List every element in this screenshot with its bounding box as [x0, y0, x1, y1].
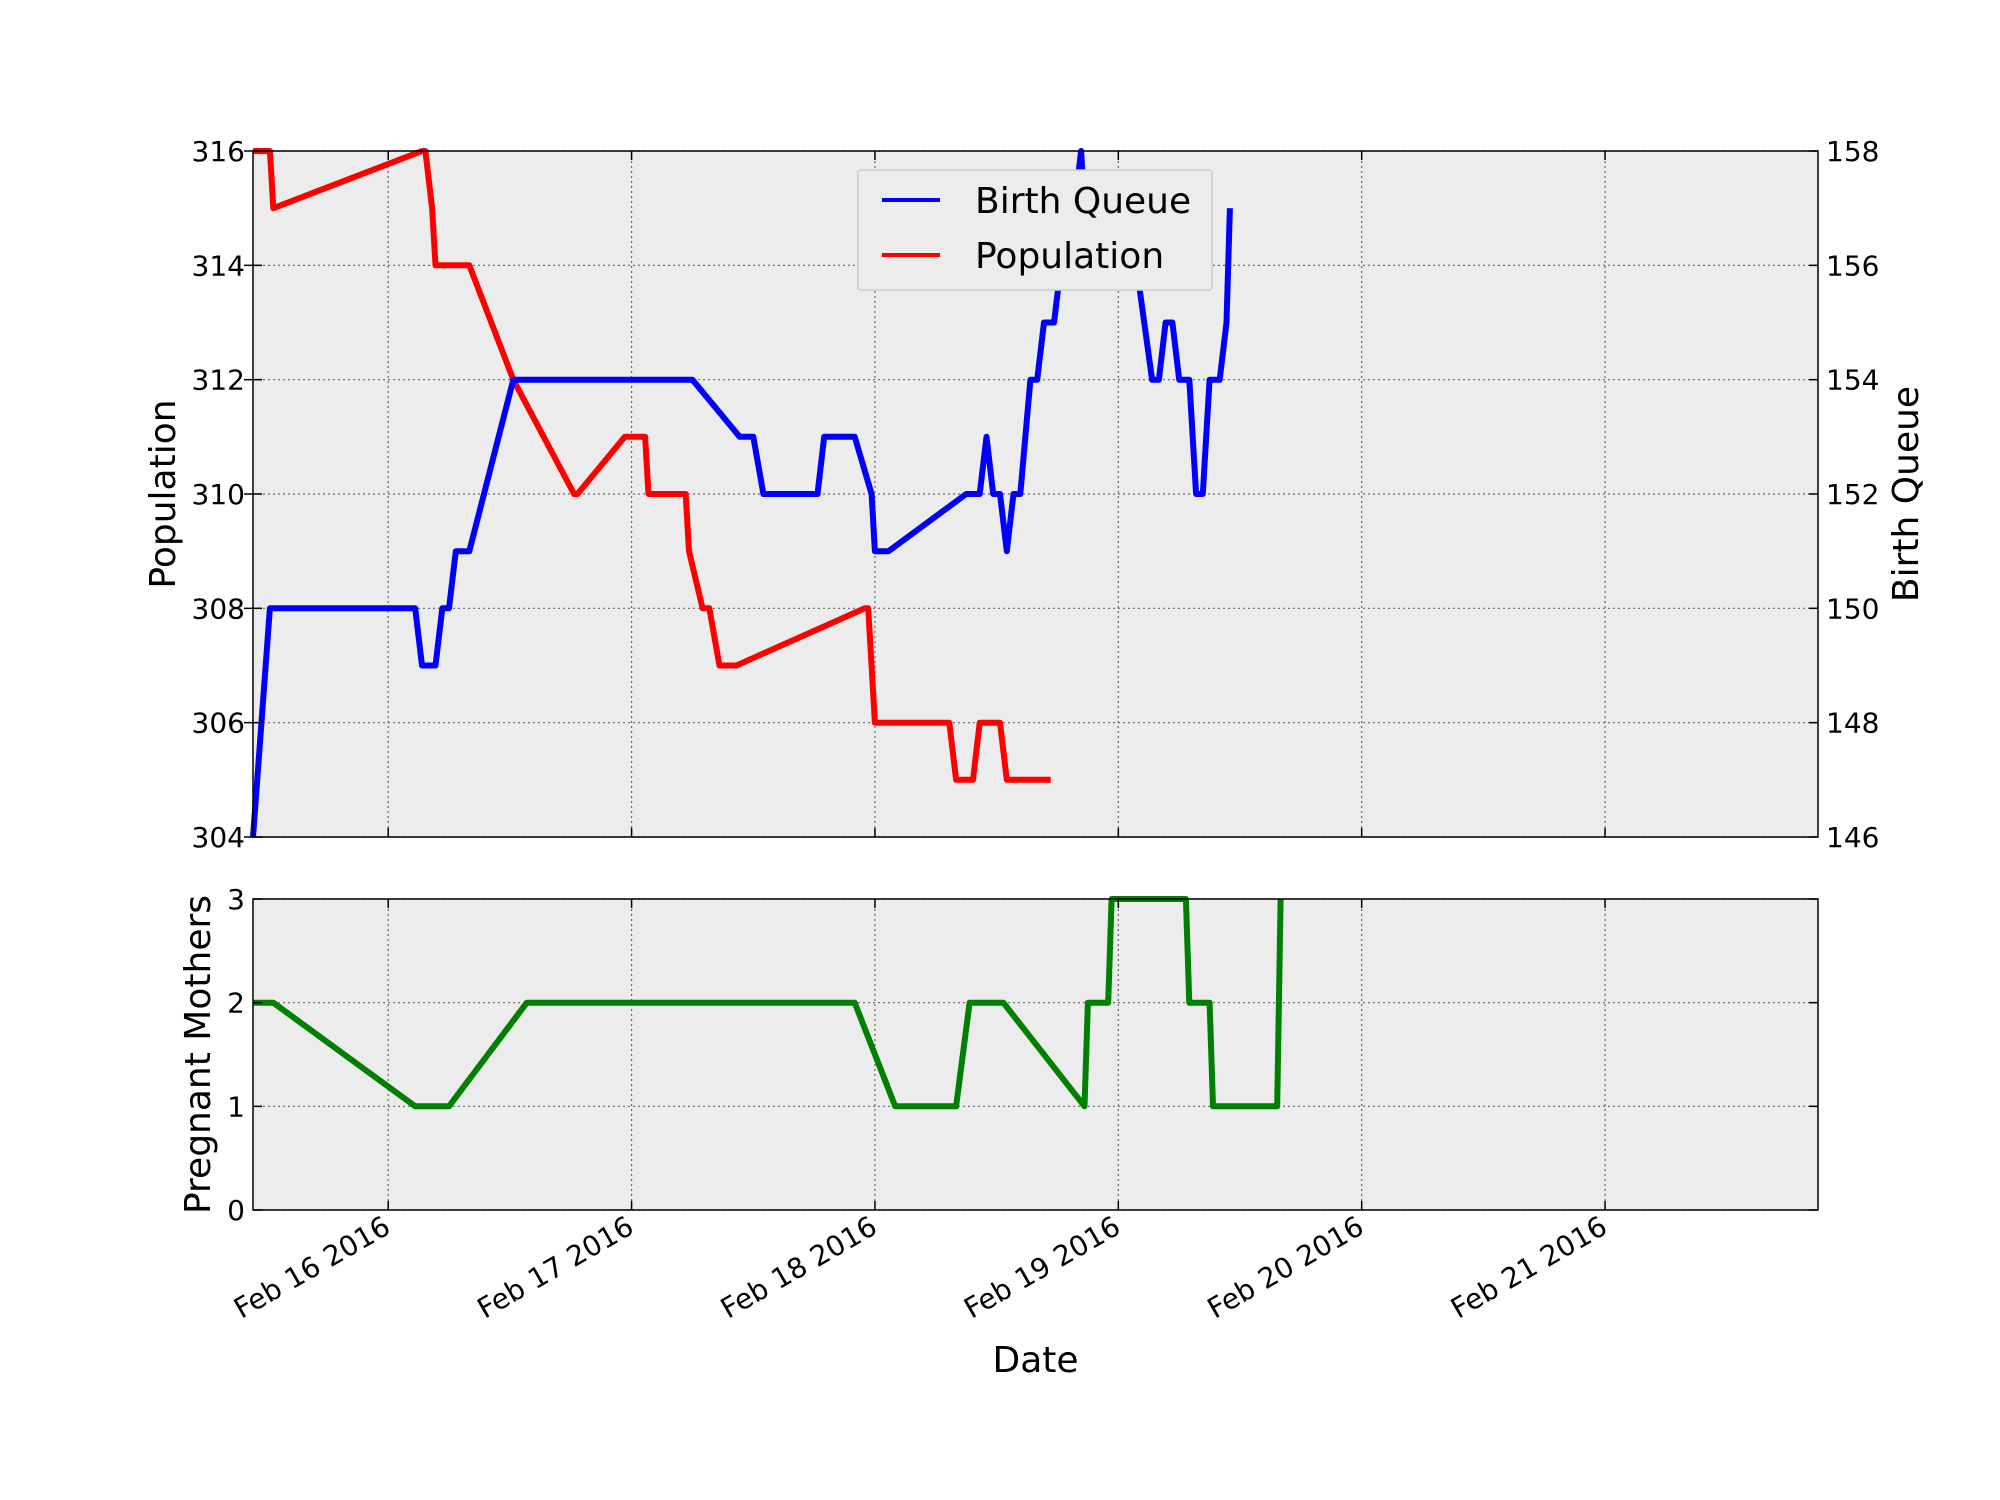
y-tick-label: 0 [227, 1194, 245, 1227]
y-tick-label: 308 [192, 592, 245, 625]
y-tick-label: 146 [1826, 821, 1879, 854]
birth-queue-axis-label: Birth Queue [1886, 386, 1927, 602]
population-axis-label: Population [143, 399, 184, 588]
y-tick-label: 314 [192, 249, 245, 282]
y-tick-label: 3 [227, 883, 245, 916]
bottom-plot-frame [252, 898, 1819, 1211]
pregnant-mothers-axis-label: Pregnant Mothers [178, 895, 219, 1214]
pregnant-mothers-axis-ticks: 0 1 2 3 [227, 883, 1818, 1227]
birth-queue-axis-ticks: 146 148 150 152 154 156 158 [1809, 135, 1879, 854]
bottom-series-lines [253, 896, 1284, 1110]
y-tick-label: 150 [1826, 592, 1879, 625]
pregnant-mothers-panel: 0 1 2 3 Feb 16 2016 Feb 17 2016 Feb 18 2016 Fe… [178, 883, 1819, 1381]
date-axis-label: Date [992, 1340, 1078, 1381]
y-tick-label: 148 [1826, 707, 1879, 740]
series-line-population [253, 148, 1051, 783]
top-x-tick-marks [387, 151, 1606, 837]
series-line-birth-queue [250, 148, 1233, 838]
x-tick-label: Feb 21 2016 [1445, 1209, 1612, 1325]
legend-label-birth-queue: Birth Queue [975, 181, 1191, 222]
x-tick-label: Feb 18 2016 [715, 1209, 882, 1325]
bottom-plot-background [253, 899, 1818, 1210]
y-tick-label: 312 [192, 364, 245, 397]
y-tick-label: 158 [1826, 135, 1879, 168]
y-tick-label: 152 [1826, 478, 1879, 511]
x-tick-label: Feb 17 2016 [472, 1209, 639, 1325]
series-line-pregnant-mothers [253, 896, 1284, 1110]
y-tick-label: 304 [192, 821, 245, 854]
x-tick-label: Feb 16 2016 [228, 1209, 395, 1325]
population-panel: 304 306 308 310 312 314 316 146 148 150 152 154 156… [143, 135, 1927, 854]
x-tick-label: Feb 20 2016 [1202, 1209, 1369, 1325]
y-tick-label: 154 [1826, 364, 1879, 397]
y-tick-label: 306 [192, 707, 245, 740]
legend-box [857, 169, 1213, 291]
y-tick-label: 310 [192, 478, 245, 511]
y-tick-label: 2 [227, 987, 245, 1020]
y-tick-label: 316 [192, 135, 245, 168]
population-axis-ticks: 304 306 308 310 312 314 316 [192, 135, 262, 854]
top-series-lines [250, 148, 1233, 838]
x-tick-label: Feb 19 2016 [958, 1209, 1125, 1325]
legend: Birth Queue Population [857, 169, 1213, 291]
legend-label-population: Population [975, 236, 1164, 277]
y-tick-label: 156 [1826, 249, 1879, 282]
y-tick-label: 1 [227, 1090, 245, 1123]
